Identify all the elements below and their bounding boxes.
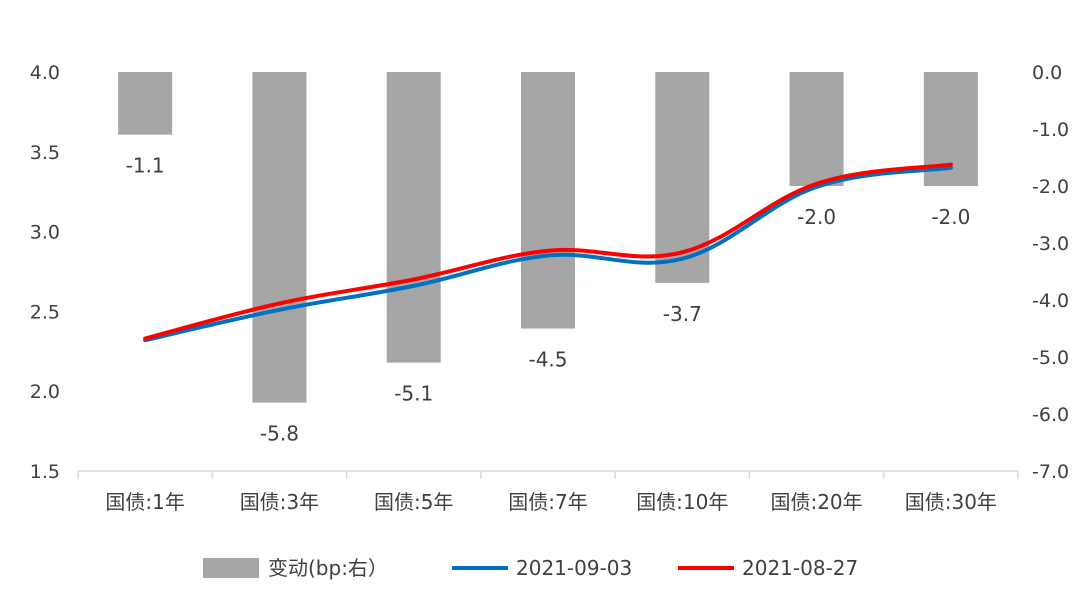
right-y-tick-label: -4.0 bbox=[1032, 290, 1069, 312]
right-y-axis-ticks: -7.0 -6.0 -5.0 -4.0 -3.0 -2.0 -1.0 0.0 bbox=[1032, 62, 1069, 483]
bar-2 bbox=[252, 72, 307, 403]
bar-data-label: -4.5 bbox=[528, 348, 567, 372]
category-label: 国债:1年 bbox=[105, 490, 184, 514]
category-label: 国债:5年 bbox=[374, 490, 453, 514]
category-label: 国债:20年 bbox=[770, 490, 862, 514]
bar-1 bbox=[118, 72, 173, 135]
legend-label-line-1: 2021-09-03 bbox=[516, 556, 632, 580]
right-y-tick-label: -3.0 bbox=[1032, 233, 1069, 255]
bar-data-label: -2.0 bbox=[797, 205, 836, 229]
bar-series bbox=[118, 72, 978, 403]
left-y-tick-label: 1.5 bbox=[30, 461, 60, 483]
bar-data-label: -1.1 bbox=[126, 154, 165, 178]
x-axis-ticks bbox=[77, 471, 1019, 479]
bar-data-label: -3.7 bbox=[663, 302, 702, 326]
legend: 变动(bp:右） 2021-09-03 2021-08-27 bbox=[203, 556, 858, 580]
left-y-tick-label: 3.5 bbox=[30, 142, 60, 164]
bar-data-labels: -1.1 -5.8 -5.1 -4.5 -3.7 -2.0 -2.0 bbox=[126, 154, 971, 446]
left-y-tick-label: 2.0 bbox=[30, 381, 60, 403]
category-label: 国债:10年 bbox=[636, 490, 728, 514]
right-y-tick-label: -6.0 bbox=[1032, 404, 1069, 426]
bar-3 bbox=[386, 72, 441, 363]
right-y-tick-label: -2.0 bbox=[1032, 176, 1069, 198]
bar-data-label: -2.0 bbox=[931, 205, 970, 229]
right-y-tick-label: -1.0 bbox=[1032, 119, 1069, 141]
bar-6 bbox=[789, 72, 844, 186]
line-series-1 bbox=[143, 165, 953, 343]
line-series-2 bbox=[143, 162, 953, 341]
category-label: 国债:30年 bbox=[905, 490, 997, 514]
line-series bbox=[143, 162, 953, 343]
category-labels: 国债:1年 国债:3年 国债:5年 国债:7年 国债:10年 国债:20年 国债:30年 bbox=[105, 490, 997, 514]
bar-4 bbox=[521, 72, 575, 329]
bar-data-label: -5.1 bbox=[394, 382, 433, 406]
left-y-axis-ticks: 1.5 2.0 2.5 3.0 3.5 4.0 bbox=[30, 62, 60, 483]
left-y-tick-label: 4.0 bbox=[30, 62, 60, 84]
right-y-tick-label: -5.0 bbox=[1032, 347, 1069, 369]
bar-data-label: -5.8 bbox=[260, 422, 299, 446]
legend-label-line-2: 2021-08-27 bbox=[742, 556, 858, 580]
right-y-tick-label: 0.0 bbox=[1032, 62, 1062, 84]
left-y-tick-label: 3.0 bbox=[30, 222, 60, 244]
right-y-tick-label: -7.0 bbox=[1032, 461, 1069, 483]
category-label: 国债:7年 bbox=[508, 490, 587, 514]
legend-swatch-bar bbox=[203, 558, 259, 578]
legend-label-bar: 变动(bp:右） bbox=[268, 556, 388, 580]
category-label: 国债:3年 bbox=[240, 490, 319, 514]
left-y-tick-label: 2.5 bbox=[30, 301, 60, 323]
